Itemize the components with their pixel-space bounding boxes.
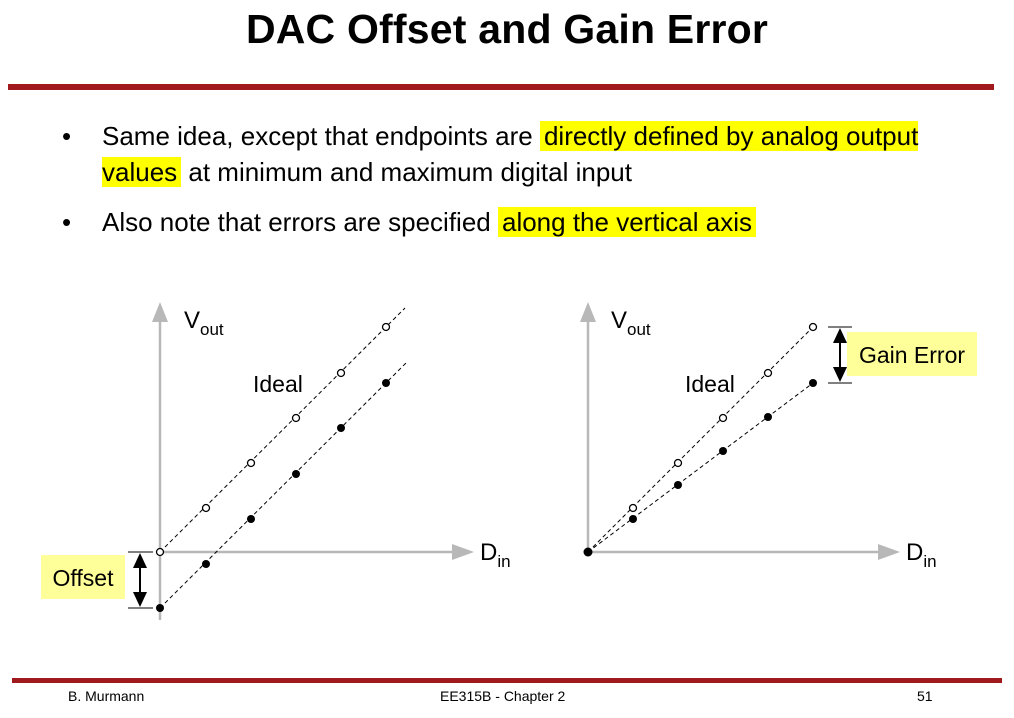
actual-point [719, 447, 727, 455]
x-axis-label: Din [906, 539, 937, 571]
offset-callout-label: Offset [53, 565, 115, 591]
x-axis-label: Din [480, 539, 511, 571]
ideal-transfer-line [159, 307, 406, 553]
bullet-2-highlight: along the vertical axis [497, 207, 757, 237]
bullet-marker: • [62, 121, 72, 151]
bullet-list: • Same idea, except that endpoints are d… [60, 118, 960, 254]
actual-point [583, 547, 593, 557]
actual-point [674, 481, 682, 489]
bullet-1-text: Same idea, except that endpoints are [102, 121, 540, 151]
ideal-point [291, 413, 301, 423]
gain-arrow-down [833, 367, 847, 382]
offset-callout-box [41, 555, 125, 599]
actual-point [247, 515, 255, 523]
x-axis-arrowhead [452, 544, 474, 560]
y-axis-label: Vout [184, 307, 224, 339]
ideal-transfer-line [587, 326, 814, 553]
ideal-points [155, 322, 391, 557]
ideal-point [673, 458, 683, 468]
y-axis-arrowhead [580, 302, 596, 322]
ideal-points [628, 322, 818, 513]
bullet-1-text-end: at minimum and maximum digital input [181, 157, 632, 187]
ideal-point [381, 322, 391, 332]
actual-point [156, 604, 164, 612]
y-axis-arrowhead [152, 302, 168, 322]
ideal-point [763, 368, 773, 378]
bullet-2-text: Also note that errors are specified [102, 207, 498, 237]
ideal-point [808, 322, 818, 332]
ideal-point [155, 547, 165, 557]
bullet-item-2: • Also note that errors are specified al… [60, 204, 960, 240]
footer-divider [12, 678, 1002, 683]
x-axis-arrowhead [878, 544, 900, 560]
actual-point [629, 515, 637, 523]
title-divider [8, 84, 994, 90]
bullet-marker: • [62, 207, 72, 237]
actual-point [292, 470, 300, 478]
gain-arrow-up [833, 328, 847, 343]
actual-point [382, 379, 390, 387]
ideal-label: Ideal [253, 371, 303, 397]
ideal-point [628, 503, 638, 513]
footer-page-number: 51 [917, 688, 933, 704]
actual-points [583, 379, 817, 557]
actual-point [337, 424, 345, 432]
actual-point [764, 413, 772, 421]
gain-error-callout-box [847, 332, 977, 376]
ideal-point [336, 368, 346, 378]
actual-transfer-line [159, 361, 408, 609]
offset-diagram: Vout Din Ideal Offs [41, 302, 511, 620]
slide-title: DAC Offset and Gain Error [245, 6, 769, 52]
actual-point [202, 560, 210, 568]
ideal-point [246, 458, 256, 468]
footer-course: EE315B - Chapter 2 [440, 688, 566, 704]
actual-transfer-line [587, 382, 814, 553]
gain-error-diagram: Vout Din Ideal Gain Error [580, 302, 977, 571]
ideal-label: Ideal [685, 371, 735, 397]
footer-author: B. Murmann [68, 688, 145, 704]
offset-arrow-up [133, 553, 147, 568]
actual-points [156, 379, 390, 612]
ideal-point [201, 503, 211, 513]
actual-point [809, 379, 817, 387]
offset-arrow-down [133, 592, 147, 607]
y-axis-label: Vout [611, 307, 651, 339]
bullet-item-1: • Same idea, except that endpoints are d… [60, 118, 960, 190]
ideal-point [718, 413, 728, 423]
gain-error-callout-label: Gain Error [859, 342, 965, 368]
